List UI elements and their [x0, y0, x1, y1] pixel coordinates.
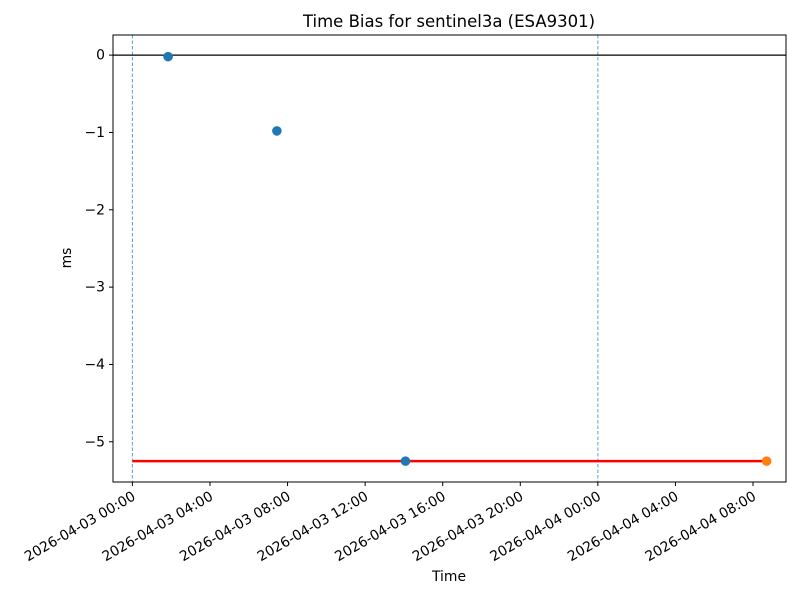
chart-title: Time Bias for sentinel3a (ESA9301) [302, 12, 595, 31]
y-axis-ticks: 0 −1 −2 −3 −4 −5 [85, 48, 113, 450]
time-bias-observations-point [163, 51, 173, 62]
y-tick-label: −1 [85, 125, 105, 141]
y-tick-label: −5 [85, 434, 105, 450]
y-tick-label: 0 [96, 48, 105, 64]
y-tick-label: −3 [85, 280, 105, 296]
time-bias-observations-point [272, 126, 282, 136]
x-axis-label: Time [431, 569, 466, 585]
reference-lines-layer [113, 35, 786, 482]
y-axis-label: ms [59, 248, 75, 269]
time-bias-observations-point [400, 456, 411, 466]
plot-area-border [112, 34, 787, 483]
latest-observation-point [761, 456, 772, 466]
data-points-layer [163, 51, 772, 466]
y-tick-label: −2 [85, 202, 105, 218]
y-tick-label: −4 [85, 357, 106, 373]
